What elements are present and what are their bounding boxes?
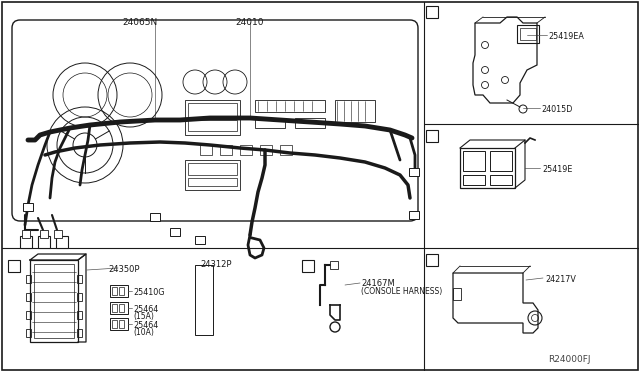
Text: 24217V: 24217V (545, 275, 576, 284)
Text: A: A (41, 237, 47, 247)
Bar (335, 100, 375, 122)
Bar (517, 25, 539, 43)
Text: R24000FJ: R24000FJ (548, 355, 591, 364)
Bar (185, 160, 240, 190)
Text: (15A): (15A) (133, 312, 154, 321)
Bar (119, 287, 124, 295)
Bar (520, 28, 536, 40)
Text: 24350P: 24350P (108, 265, 140, 274)
Bar (220, 145, 232, 155)
Text: 24065N: 24065N (122, 18, 157, 27)
Text: 25419E: 25419E (542, 165, 572, 174)
Bar (20, 236, 32, 248)
Bar (170, 228, 180, 236)
Bar (112, 287, 117, 295)
Bar (460, 148, 515, 188)
Text: B: B (59, 237, 65, 247)
Bar (426, 6, 438, 18)
Bar (200, 145, 212, 155)
Text: 25419EA: 25419EA (548, 32, 584, 41)
Text: C: C (429, 256, 435, 264)
Text: C: C (305, 262, 311, 270)
Bar (110, 302, 128, 314)
Bar (150, 213, 160, 221)
Bar (463, 175, 485, 185)
Bar (330, 261, 338, 269)
Bar (463, 151, 485, 171)
Bar (240, 145, 252, 155)
Bar (453, 288, 461, 300)
Bar (77, 311, 82, 319)
Text: 24015D: 24015D (541, 105, 572, 114)
Bar (119, 320, 124, 328)
Bar (188, 103, 237, 117)
Bar (56, 236, 68, 248)
Bar (112, 320, 117, 328)
Bar (110, 285, 128, 297)
Text: (CONSOLE HARNESS): (CONSOLE HARNESS) (361, 287, 442, 296)
Bar (255, 100, 325, 112)
Bar (409, 168, 419, 176)
Bar (40, 230, 48, 238)
Bar (302, 260, 314, 272)
Bar (490, 151, 512, 171)
Bar (26, 329, 31, 337)
Text: 25464: 25464 (133, 305, 158, 314)
Bar (426, 130, 438, 142)
Bar (188, 178, 237, 186)
Bar (280, 145, 292, 155)
Bar (255, 118, 285, 128)
Bar (26, 311, 31, 319)
Bar (295, 118, 325, 128)
Bar (188, 120, 237, 131)
Bar (54, 230, 62, 238)
Bar (195, 265, 213, 335)
Text: A: A (429, 7, 435, 16)
Bar (34, 264, 74, 338)
Bar (185, 100, 240, 135)
Text: 24167M: 24167M (361, 279, 395, 288)
Text: 25464: 25464 (133, 321, 158, 330)
Text: B: B (429, 131, 435, 141)
Bar (112, 304, 117, 312)
Bar (195, 236, 205, 244)
Text: D: D (11, 262, 17, 270)
Bar (119, 304, 124, 312)
Text: 24312P: 24312P (200, 260, 232, 269)
Bar (22, 230, 30, 238)
Bar (23, 203, 33, 211)
Bar (426, 254, 438, 266)
Bar (8, 260, 20, 272)
Bar (77, 293, 82, 301)
Bar (77, 329, 82, 337)
Text: (10A): (10A) (133, 328, 154, 337)
Text: D: D (23, 237, 29, 247)
Text: 24010: 24010 (235, 18, 264, 27)
Bar (490, 175, 512, 185)
Bar (26, 293, 31, 301)
Text: 25410G: 25410G (133, 288, 164, 297)
Bar (30, 260, 78, 342)
Bar (26, 275, 31, 283)
Bar (188, 163, 237, 175)
Bar (38, 236, 50, 248)
Bar (409, 211, 419, 219)
Bar (110, 318, 128, 330)
Bar (260, 145, 272, 155)
Bar (77, 275, 82, 283)
